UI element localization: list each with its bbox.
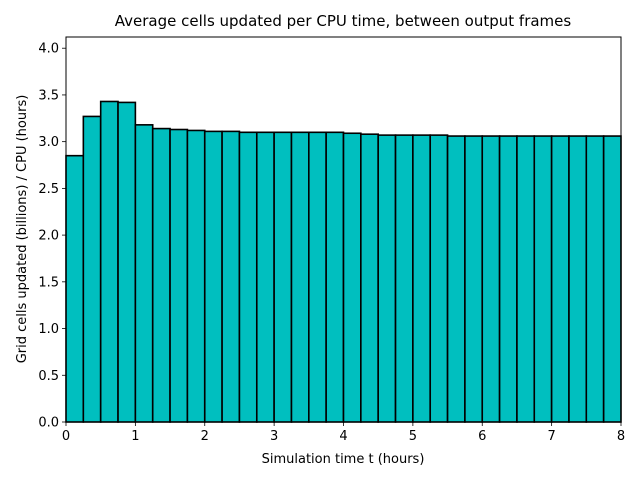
x-tick-label: 7 xyxy=(547,429,555,444)
y-tick-label: 2.0 xyxy=(38,229,59,244)
bar xyxy=(308,131,327,423)
bar xyxy=(186,129,206,423)
x-tick-label: 0 xyxy=(62,429,70,444)
x-tick-label: 8 xyxy=(617,429,625,444)
bar xyxy=(65,154,85,423)
bar xyxy=(464,135,484,423)
bar xyxy=(117,101,137,423)
y-tick-label: 1.5 xyxy=(38,275,59,290)
bar xyxy=(377,134,397,423)
bar xyxy=(481,135,501,423)
y-axis-label: Grid cells updated (billions) / CPU (hou… xyxy=(15,95,30,364)
bar xyxy=(429,134,449,423)
bar xyxy=(169,128,189,423)
x-axis-label: Simulation time t (hours) xyxy=(262,452,425,467)
bar xyxy=(99,100,119,423)
bar xyxy=(221,130,241,423)
bar xyxy=(585,135,605,423)
bar xyxy=(273,131,293,423)
bar xyxy=(602,135,622,423)
bar xyxy=(238,131,258,423)
y-tick-label: 1.0 xyxy=(38,322,59,337)
bar xyxy=(203,130,223,423)
bars xyxy=(65,100,622,423)
y-tick-label: 4.0 xyxy=(38,42,59,57)
y-axis: 0.0 0.5 1.0 1.5 2.0 2.5 3.0 3.5 4.0 xyxy=(38,42,66,431)
chart-title: Average cells updated per CPU time, betw… xyxy=(115,12,572,30)
bar xyxy=(325,131,345,423)
bar xyxy=(412,134,432,423)
y-tick-label: 2.5 xyxy=(38,182,59,197)
bar xyxy=(360,133,379,423)
bar xyxy=(394,134,414,423)
bar xyxy=(290,131,310,423)
y-tick-label: 3.5 xyxy=(38,88,59,103)
x-tick-label: 1 xyxy=(131,429,139,444)
bar xyxy=(568,135,588,423)
bar xyxy=(533,135,553,423)
bar xyxy=(82,115,102,423)
bar xyxy=(255,131,275,423)
x-tick-label: 6 xyxy=(478,429,486,444)
bar xyxy=(498,135,518,423)
x-tick-label: 4 xyxy=(339,429,347,444)
bar xyxy=(446,135,466,423)
y-tick-label: 0.5 xyxy=(38,369,59,384)
bar xyxy=(342,132,362,423)
x-tick-label: 5 xyxy=(409,429,417,444)
x-axis: 0 1 2 3 4 5 6 7 8 xyxy=(62,422,625,444)
bar xyxy=(151,127,171,423)
bar xyxy=(134,124,154,423)
y-tick-label: 3.0 xyxy=(38,135,59,150)
x-tick-label: 3 xyxy=(270,429,278,444)
bar xyxy=(516,135,536,423)
bar xyxy=(550,135,570,423)
y-tick-label: 0.0 xyxy=(38,416,59,431)
x-tick-label: 2 xyxy=(201,429,209,444)
